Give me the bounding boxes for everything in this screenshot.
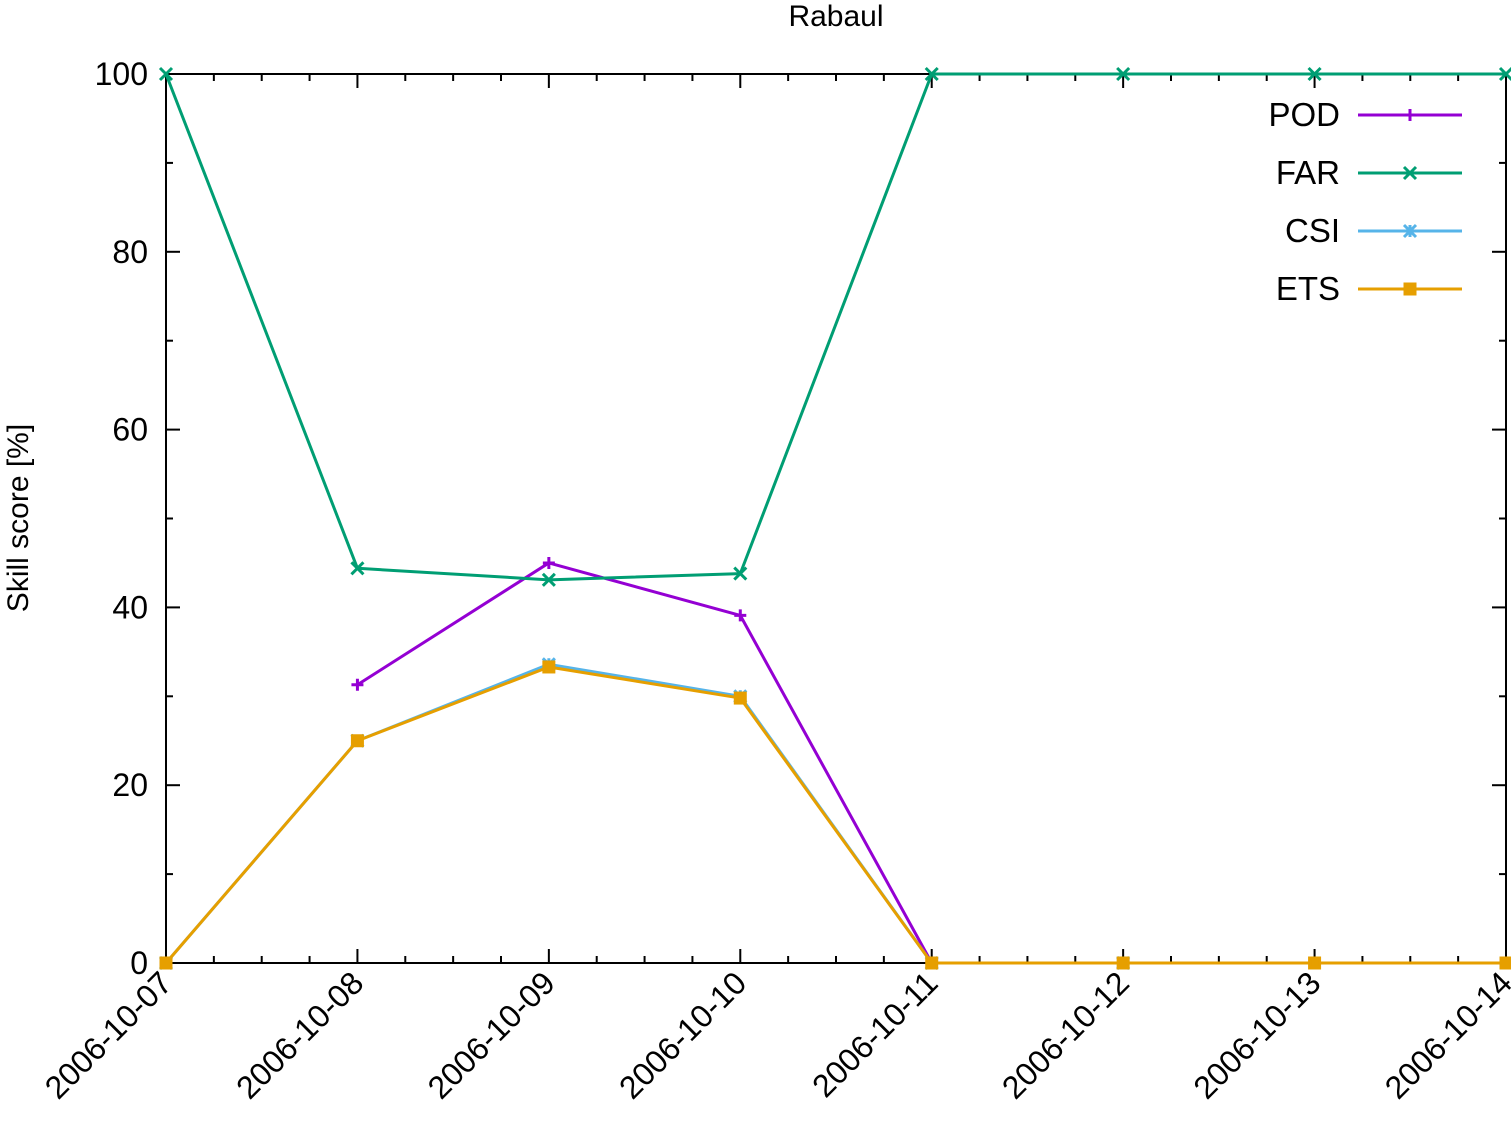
legend-label-ets: ETS xyxy=(1276,270,1340,307)
data-point-far xyxy=(158,66,174,82)
data-point-ets xyxy=(542,660,556,674)
chart-title: Rabaul xyxy=(788,0,883,33)
y-tick-label: 80 xyxy=(112,234,148,270)
x-tick-label: 2006-10-14 xyxy=(1378,964,1511,1105)
y-axis-label: Skill score [%] xyxy=(2,424,35,612)
data-point-ets xyxy=(159,956,173,970)
data-point-far xyxy=(1498,66,1511,82)
y-tick-label: 100 xyxy=(95,56,148,92)
y-tick-label: 20 xyxy=(112,767,148,803)
data-point-ets xyxy=(350,734,364,748)
legend-label-far: FAR xyxy=(1276,154,1340,191)
legend-marker-csi xyxy=(1402,223,1418,239)
data-point-far xyxy=(1307,66,1322,82)
legend-marker-far xyxy=(1402,165,1418,181)
legend-marker-ets xyxy=(1403,282,1417,296)
series-line-csi xyxy=(164,662,1124,965)
data-point-ets xyxy=(1308,956,1322,970)
x-tick-label: 2006-10-08 xyxy=(229,964,370,1105)
legend: POD FAR CSI ETS xyxy=(1268,96,1462,307)
data-point-pod xyxy=(351,678,364,691)
data-point-pod xyxy=(734,609,747,622)
x-tick-label: 2006-10-07 xyxy=(38,964,179,1105)
data-point-ets xyxy=(925,956,939,970)
x-tick-label: 2006-10-11 xyxy=(805,964,945,1104)
x-tick-label: 2006-10-13 xyxy=(1186,964,1327,1105)
data-point-far xyxy=(541,572,556,587)
data-point-ets xyxy=(733,691,747,705)
data-point-far xyxy=(350,561,365,576)
data-point-ets xyxy=(1116,956,1130,970)
series-line-ets xyxy=(164,665,1506,965)
legend-label-pod: POD xyxy=(1268,96,1340,133)
data-point-ets xyxy=(1499,956,1511,970)
series-line-far xyxy=(164,72,1506,582)
x-tick-label: 2006-10-12 xyxy=(995,964,1136,1105)
data-point-pod xyxy=(542,556,555,569)
series-line-pod xyxy=(356,561,934,964)
data-point-far xyxy=(733,566,748,581)
data-point-far xyxy=(1116,66,1131,82)
data-point-far xyxy=(924,66,939,82)
y-tick-label: 40 xyxy=(112,589,148,625)
legend-label-csi: CSI xyxy=(1285,212,1340,249)
x-tick-label: 2006-10-10 xyxy=(612,964,753,1105)
legend-marker-pod xyxy=(1404,109,1416,121)
y-tick-label: 0 xyxy=(130,945,148,981)
series-group xyxy=(158,66,1511,971)
y-tick-label: 60 xyxy=(112,412,148,448)
plot-frame xyxy=(165,73,1507,964)
x-tick-label: 2006-10-09 xyxy=(421,964,562,1105)
